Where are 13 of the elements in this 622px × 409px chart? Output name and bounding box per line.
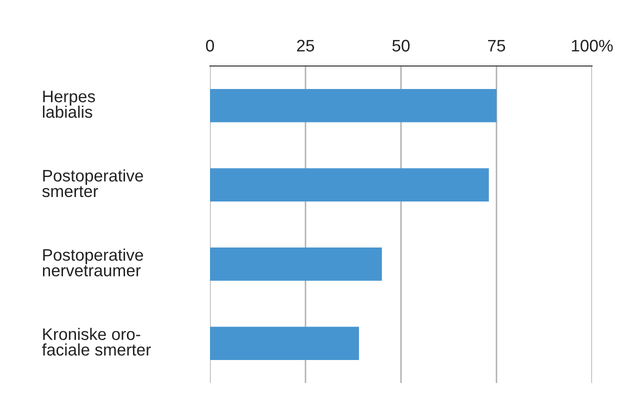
- bar: [210, 326, 359, 360]
- y-tick-label: Postoperative nervetraumer: [42, 248, 144, 276]
- bar: [210, 247, 382, 281]
- x-tick-label: 50: [392, 40, 410, 52]
- bar: [210, 88, 496, 122]
- y-tick-label: Herpes labialis: [42, 90, 95, 118]
- bar: [210, 168, 489, 202]
- y-tick-label: Postoperative smerter: [42, 169, 144, 198]
- x-tick-label: 0: [206, 40, 214, 52]
- x-tick-label: 100%: [572, 40, 613, 52]
- y-tick-label: Kroniske oro- faciale smerter: [42, 328, 151, 356]
- x-tick-label: 25: [297, 40, 314, 52]
- x-tick-label: 75: [488, 40, 506, 52]
